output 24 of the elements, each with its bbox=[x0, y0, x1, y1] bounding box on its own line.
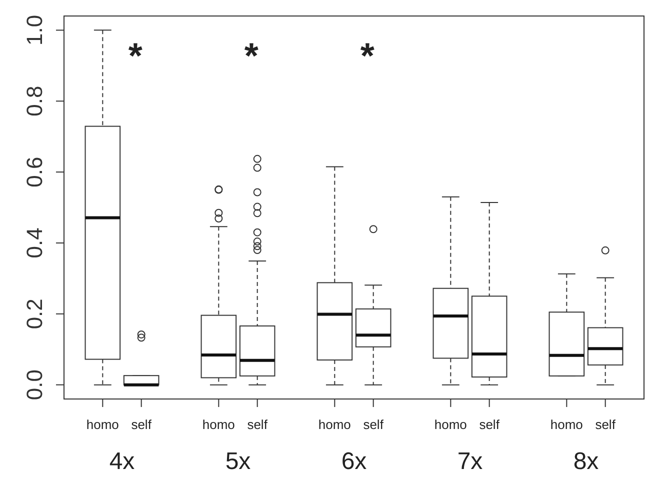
x-tick-label: homo bbox=[434, 417, 467, 432]
y-tick-label: 0.0 bbox=[22, 370, 47, 400]
y-tick-label: 0.4 bbox=[22, 228, 47, 258]
annotation: * bbox=[244, 35, 258, 76]
y-tick-label: 0.6 bbox=[22, 156, 47, 188]
y-tick-label: 1.0 bbox=[22, 14, 47, 46]
text: 5x bbox=[225, 448, 251, 475]
text: 4x bbox=[109, 448, 135, 475]
x-tick-label: self bbox=[247, 417, 268, 432]
x-tick-label: self bbox=[363, 417, 384, 432]
annotation: * bbox=[360, 35, 374, 76]
x-tick-label: homo bbox=[86, 417, 119, 432]
x-tick-label: homo bbox=[202, 417, 235, 432]
text: 7x bbox=[457, 448, 483, 475]
annotation: * bbox=[128, 35, 142, 76]
x-tick-label: homo bbox=[318, 417, 351, 432]
x-tick-label: self bbox=[479, 417, 500, 432]
x-tick-label: self bbox=[131, 417, 152, 432]
x-tick-label: self bbox=[595, 417, 616, 432]
y-tick-label: 0.8 bbox=[22, 86, 47, 116]
text: 8x bbox=[573, 448, 599, 475]
text: 6x bbox=[341, 448, 367, 475]
y-tick-label: 0.2 bbox=[22, 298, 47, 330]
x-tick-label: homo bbox=[550, 417, 583, 432]
